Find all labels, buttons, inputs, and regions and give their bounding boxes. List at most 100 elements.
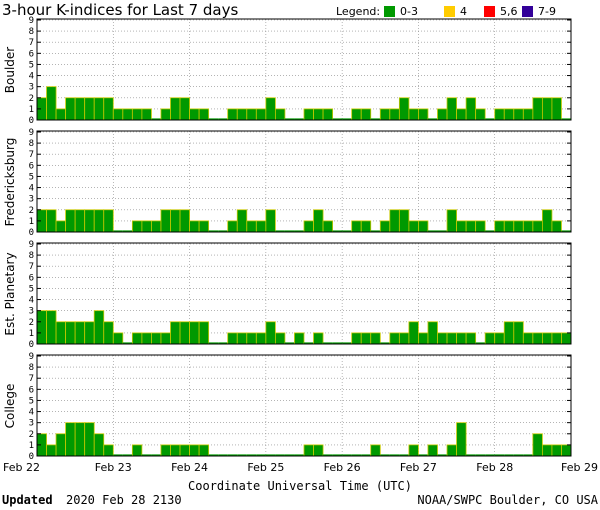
k-index-bar [561, 444, 572, 457]
footer-source: NOAA/SWPC Boulder, CO USA [417, 493, 598, 507]
k-index-bar [141, 108, 152, 121]
k-index-bar [503, 321, 515, 345]
y-tick-label: 3 [29, 419, 34, 429]
y-tick-label: 6 [29, 273, 34, 283]
legend-entry-label: 5,6 [500, 5, 518, 18]
y-tick-label: 8 [29, 363, 34, 373]
k-index-bar [351, 220, 362, 233]
k-index-bar [551, 220, 562, 233]
k-index-bar [246, 108, 257, 121]
y-tick-label: 6 [29, 385, 34, 395]
k-index-bar [189, 321, 200, 345]
k-index-bar [351, 332, 362, 345]
y-tick-label: 5 [29, 60, 34, 70]
k-index-bar [84, 422, 95, 457]
k-index-bar [494, 108, 505, 121]
k-index-bar [427, 321, 438, 345]
k-index-bar [55, 220, 67, 233]
k-index-bar [379, 220, 391, 233]
y-tick-label: 4 [29, 408, 34, 418]
x-tick-label: Feb 24 [171, 461, 208, 474]
x-tick-label: Feb 29 [561, 461, 598, 474]
x-tick-label: Feb 27 [400, 461, 437, 474]
k-index-bar [93, 310, 105, 345]
k-index-bar [561, 332, 572, 345]
k-index-bar [265, 97, 276, 121]
k-index-bar [456, 108, 467, 121]
k-index-bar [198, 444, 210, 457]
legend-swatch [444, 6, 455, 17]
panel-frame [36, 18, 572, 121]
k-index-bar [465, 220, 477, 233]
y-tick-label: 1 [29, 441, 34, 451]
k-index-bar [360, 220, 372, 233]
k-index-bar [313, 209, 324, 233]
k-index-bar [246, 220, 257, 233]
k-index-bar [303, 220, 314, 233]
k-index-bar [532, 220, 543, 233]
k-index-bar [408, 108, 419, 121]
k-index-bar [303, 444, 314, 457]
k-index-bar [274, 108, 286, 121]
k-index-bar [294, 332, 305, 345]
k-index-bar [141, 332, 152, 345]
k-index-bar [313, 332, 324, 345]
k-index-bar [532, 97, 543, 121]
panels: 0123456789Boulder0123456789Fredericksbur… [3, 16, 572, 462]
k-index-bar [103, 444, 114, 457]
y-tick-label: 4 [29, 184, 34, 194]
y-tick-label: 1 [29, 329, 34, 339]
k-index-bar [418, 220, 429, 233]
y-tick-label: 7 [29, 38, 34, 48]
k-index-bar [503, 220, 515, 233]
k-index-bar [513, 108, 524, 121]
k-index-bar [541, 444, 553, 457]
y-tick-label: 0 [29, 340, 34, 350]
k-index-bar [551, 444, 562, 457]
k-index-bar [131, 444, 143, 457]
x-tick-label: Feb 22 [3, 461, 40, 474]
panel-station-label: College [3, 384, 17, 429]
x-axis-ticks: Feb 22 Feb 23 Feb 24 Feb 25 Feb 26 Feb 27 Feb … [3, 461, 598, 474]
k-index-bar [418, 108, 429, 121]
k-index-bar [437, 332, 448, 345]
panel-frame [36, 354, 572, 457]
y-tick-label: 1 [29, 217, 34, 227]
k-index-bar [198, 108, 210, 121]
k-index-bar [112, 108, 124, 121]
k-index-bar [370, 444, 381, 457]
k-index-bar [160, 332, 171, 345]
x-tick-label: Feb 28 [476, 461, 513, 474]
y-tick-label: 3 [29, 195, 34, 205]
k-index-bar [351, 108, 362, 121]
k-index-bar [494, 220, 505, 233]
panel-frame [36, 130, 572, 233]
k-index-bar [74, 97, 86, 121]
k-index-bar [189, 444, 200, 457]
k-index-bar [456, 422, 467, 457]
k-index-bar [398, 97, 410, 121]
k-index-bar [513, 220, 524, 233]
k-index-bar [55, 108, 67, 121]
k-index-bar [46, 310, 57, 345]
legend-swatch [384, 6, 395, 17]
k-index-bar [227, 332, 238, 345]
k-index-bar [475, 220, 486, 233]
panel-station-label: Boulder [3, 47, 17, 94]
k-index-bar [170, 209, 181, 233]
y-tick-label: 0 [29, 228, 34, 238]
y-tick-label: 5 [29, 396, 34, 406]
k-index-bar [198, 220, 210, 233]
y-tick-label: 8 [29, 139, 34, 149]
k-index-bar [189, 108, 200, 121]
k-index-bar [322, 108, 334, 121]
legend-entry-label: 7-9 [538, 5, 556, 18]
y-tick-label: 9 [29, 240, 34, 250]
y-tick-label: 7 [29, 150, 34, 160]
k-index-bar [151, 220, 162, 233]
y-tick-label: 2 [29, 318, 34, 328]
k-index-bar [408, 321, 419, 345]
